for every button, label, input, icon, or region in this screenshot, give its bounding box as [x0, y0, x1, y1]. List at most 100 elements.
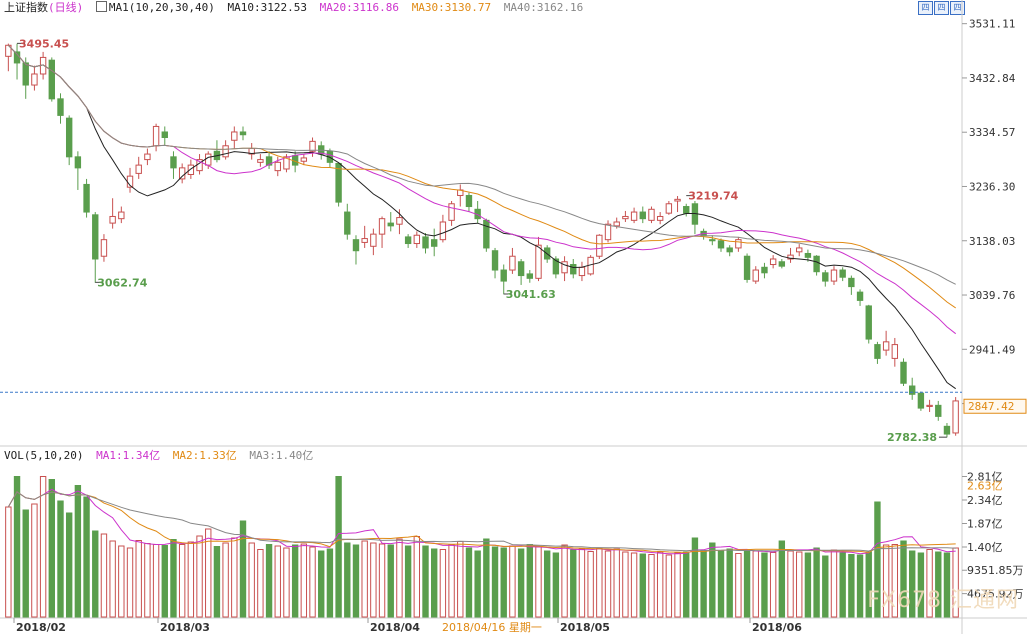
candle	[352, 239, 360, 252]
candle	[552, 258, 560, 275]
volume-bar	[31, 503, 38, 618]
price-tick-label: 3138.03	[969, 235, 1015, 248]
volume-bar	[352, 544, 360, 618]
volume-bar	[882, 544, 890, 618]
current-price-box	[963, 398, 1027, 414]
volume-tick-label: 1.87亿	[967, 518, 1003, 531]
volume-bar	[378, 543, 386, 618]
candle	[648, 208, 655, 221]
candle	[300, 157, 308, 162]
vol-ma2-value: MA2:1.33亿	[172, 449, 237, 462]
annotation-label: 3219.74	[688, 190, 738, 203]
price-tick-label: 2941.49	[969, 343, 1015, 356]
volume-bar	[691, 537, 699, 618]
candle	[187, 164, 195, 175]
volume-bar	[422, 545, 429, 618]
candle	[161, 131, 168, 138]
volume-tick-label: 2.81亿	[967, 471, 1003, 484]
volume-bar	[778, 540, 786, 618]
time-label: 2018/04	[370, 621, 420, 634]
volume-bar	[248, 542, 255, 618]
candle	[796, 247, 803, 253]
volume-bar	[900, 540, 907, 618]
indicator-icon[interactable]	[95, 1, 107, 12]
candle	[483, 219, 490, 249]
candle	[361, 238, 368, 243]
volume-bar	[100, 533, 108, 618]
volume-bar	[483, 538, 490, 618]
candle	[752, 269, 759, 282]
volume-bar	[457, 541, 464, 618]
candle	[630, 211, 638, 221]
candle	[274, 161, 281, 172]
candle	[222, 145, 229, 158]
volume-bar	[761, 552, 768, 618]
chart-header: 上证指数(日线) MA1(10,20,30,40) MA10:3122.53 M…	[4, 0, 589, 16]
volume-bar	[717, 550, 725, 618]
volume-bar	[543, 550, 551, 618]
candle	[813, 255, 820, 273]
annotation-label: 2782.38	[887, 431, 937, 444]
candle	[465, 194, 473, 208]
volume-bar	[804, 552, 812, 618]
volume-bar	[92, 530, 99, 618]
volume-bar	[909, 550, 916, 618]
candle	[769, 258, 777, 266]
volume-bar	[300, 543, 308, 618]
volume-bar	[787, 550, 794, 618]
layout-button-2[interactable]: 四	[934, 1, 949, 15]
price-tick-label: 3039.76	[969, 289, 1015, 302]
vol-label[interactable]: VOL(5,10,20)	[4, 449, 84, 462]
candle	[57, 98, 64, 116]
candle	[65, 117, 73, 158]
period-label[interactable]: (日线)	[48, 1, 84, 14]
watermark: FX678 汇通网	[867, 588, 1019, 613]
candle	[378, 218, 386, 235]
volume-bar	[674, 552, 681, 618]
candle	[917, 392, 925, 409]
volume-bar	[65, 512, 73, 618]
volume-bar	[796, 551, 803, 618]
volume-bar	[335, 476, 342, 618]
candle	[439, 221, 447, 241]
candle	[239, 131, 247, 136]
volume-bar	[239, 520, 247, 618]
volume-bar	[639, 553, 646, 618]
volume-bar	[656, 551, 664, 618]
volume-bar	[587, 551, 594, 618]
candle	[604, 223, 612, 241]
candle	[709, 239, 716, 242]
volume-bar	[570, 549, 577, 618]
volume-bar	[326, 548, 334, 618]
candle	[118, 211, 125, 220]
layout-button-3[interactable]: 四	[950, 1, 965, 15]
candle	[404, 236, 412, 245]
time-label: 2018/02	[16, 621, 66, 634]
candle	[830, 269, 838, 282]
ma-label[interactable]: MA1(10,20,30,40)	[108, 1, 215, 14]
candle	[257, 159, 264, 163]
candle	[865, 305, 872, 340]
candle	[787, 254, 794, 260]
time-label: 2018/06	[752, 621, 802, 634]
volume-bar	[752, 550, 759, 618]
candle	[596, 234, 603, 257]
volume-bar	[213, 546, 221, 618]
layout-button-1[interactable]: 四	[918, 1, 933, 15]
volume-bar	[839, 552, 846, 618]
volume-bar	[178, 544, 186, 618]
volume-bar	[109, 540, 116, 618]
candle	[152, 125, 160, 147]
candle	[856, 291, 864, 301]
candle	[135, 164, 142, 174]
price-tick-label: 3236.30	[969, 180, 1015, 193]
candle	[639, 211, 646, 220]
candle	[83, 183, 90, 213]
candle	[778, 261, 786, 267]
volume-bar	[170, 539, 177, 618]
price-tick-label: 3334.57	[969, 126, 1015, 139]
ma10-value: MA10:3122.53	[227, 1, 307, 14]
volume-bar	[57, 500, 64, 618]
